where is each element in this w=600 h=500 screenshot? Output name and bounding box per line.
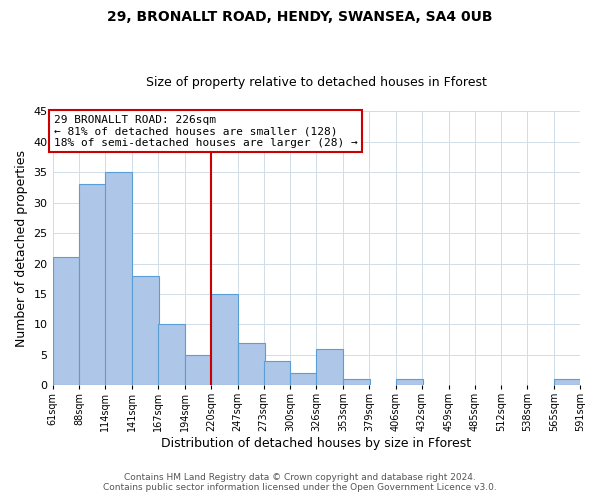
X-axis label: Distribution of detached houses by size in Fforest: Distribution of detached houses by size … <box>161 437 472 450</box>
Title: Size of property relative to detached houses in Fforest: Size of property relative to detached ho… <box>146 76 487 90</box>
Bar <box>343 379 370 385</box>
Text: Contains public sector information licensed under the Open Government Licence v3: Contains public sector information licen… <box>103 484 497 492</box>
Y-axis label: Number of detached properties: Number of detached properties <box>15 150 28 347</box>
Bar <box>263 361 290 385</box>
Bar <box>132 276 159 385</box>
Bar <box>396 379 423 385</box>
Bar <box>79 184 106 385</box>
Text: 29 BRONALLT ROAD: 226sqm
← 81% of detached houses are smaller (128)
18% of semi-: 29 BRONALLT ROAD: 226sqm ← 81% of detach… <box>53 114 357 148</box>
Bar <box>211 294 238 385</box>
Bar <box>238 342 265 385</box>
Bar <box>105 172 132 385</box>
Text: Contains HM Land Registry data © Crown copyright and database right 2024.: Contains HM Land Registry data © Crown c… <box>124 474 476 482</box>
Bar <box>185 354 212 385</box>
Bar <box>554 379 581 385</box>
Bar <box>158 324 185 385</box>
Bar <box>53 258 79 385</box>
Bar <box>290 373 317 385</box>
Bar <box>316 348 343 385</box>
Text: 29, BRONALLT ROAD, HENDY, SWANSEA, SA4 0UB: 29, BRONALLT ROAD, HENDY, SWANSEA, SA4 0… <box>107 10 493 24</box>
